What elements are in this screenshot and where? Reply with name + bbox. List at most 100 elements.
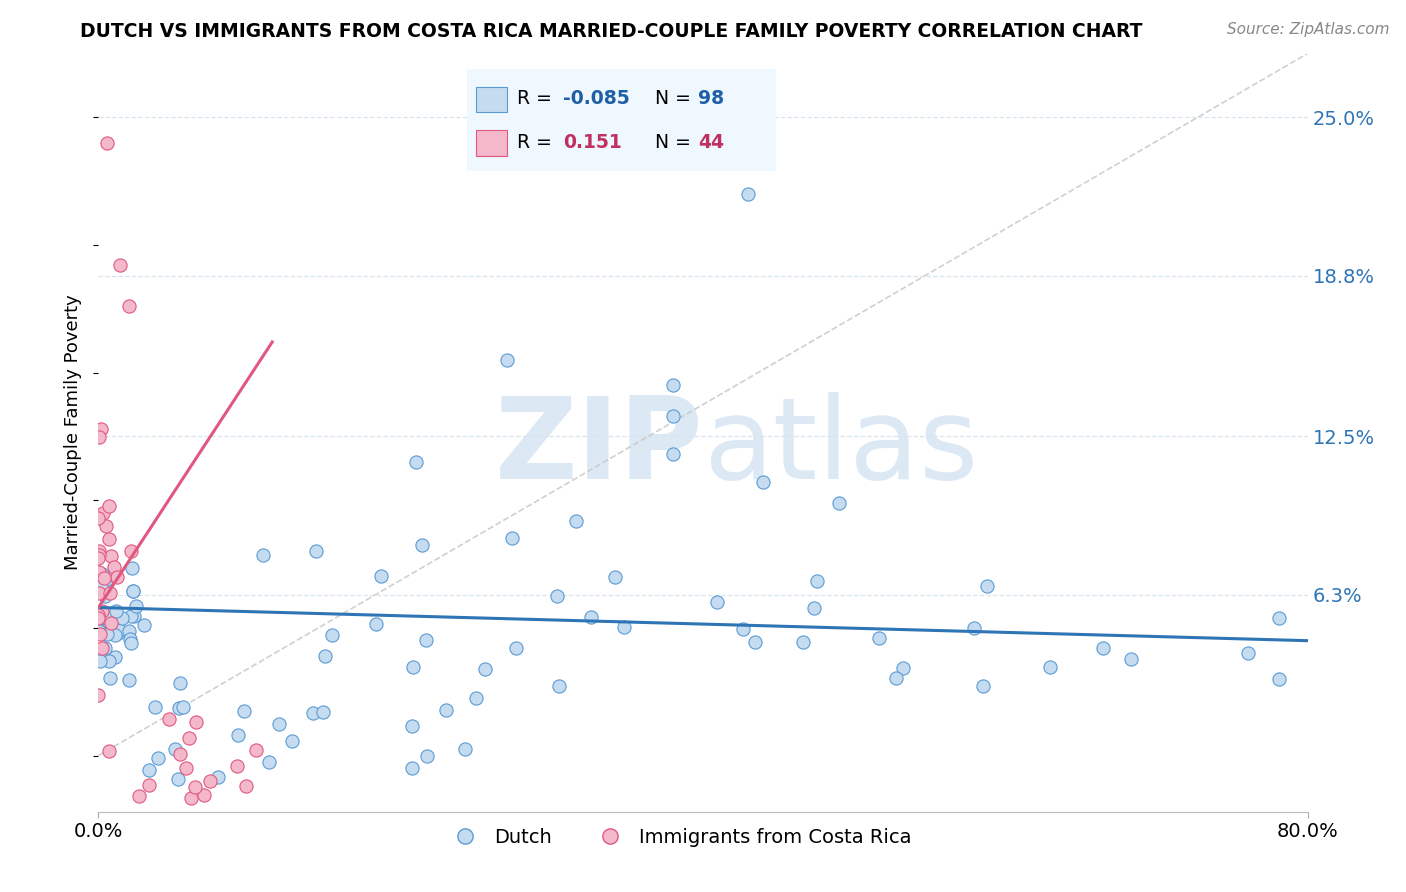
Point xyxy=(91,506,114,520)
Point xyxy=(87,688,110,702)
Point xyxy=(118,299,141,313)
Point xyxy=(97,744,120,758)
Point xyxy=(87,430,110,444)
Text: ZIP: ZIP xyxy=(495,392,703,503)
Point xyxy=(121,584,143,599)
Point xyxy=(232,704,254,718)
Point xyxy=(90,579,112,593)
Point xyxy=(1092,641,1115,656)
Point xyxy=(174,761,197,775)
Point xyxy=(603,570,626,584)
Point xyxy=(87,551,110,566)
Point xyxy=(120,636,142,650)
Point xyxy=(87,548,110,562)
Point xyxy=(118,673,141,688)
Point xyxy=(138,778,160,792)
Point xyxy=(94,641,117,656)
Point xyxy=(416,748,439,763)
Point xyxy=(91,640,114,655)
Point xyxy=(87,566,110,580)
Point xyxy=(226,727,249,741)
Point xyxy=(100,615,122,630)
Point xyxy=(884,671,907,685)
Text: Source: ZipAtlas.com: Source: ZipAtlas.com xyxy=(1226,22,1389,37)
Point xyxy=(107,624,129,638)
Point xyxy=(169,676,191,690)
Point xyxy=(868,631,890,645)
Point xyxy=(976,579,998,593)
Point xyxy=(972,680,994,694)
Point xyxy=(105,570,128,584)
Point xyxy=(370,569,392,583)
Point xyxy=(157,712,180,726)
Point xyxy=(87,608,110,623)
Point xyxy=(579,610,602,624)
Point xyxy=(661,378,683,392)
Point xyxy=(1237,646,1260,660)
Point xyxy=(89,626,111,640)
Point xyxy=(97,654,120,668)
Point xyxy=(165,741,187,756)
Point xyxy=(661,409,683,423)
Point xyxy=(193,788,215,802)
Point xyxy=(744,635,766,649)
Point xyxy=(100,549,122,564)
Point xyxy=(891,661,914,675)
Point xyxy=(828,496,851,510)
Point xyxy=(96,627,118,641)
Point xyxy=(98,586,121,600)
Point xyxy=(98,532,121,546)
Point xyxy=(245,743,267,757)
Point xyxy=(96,572,118,586)
Point xyxy=(546,589,568,603)
Point xyxy=(737,186,759,201)
Point xyxy=(235,779,257,793)
Point xyxy=(401,719,423,733)
Point xyxy=(495,352,517,367)
Point xyxy=(96,136,118,150)
Point xyxy=(101,567,124,582)
Point xyxy=(963,621,986,635)
Point xyxy=(1268,672,1291,686)
Point xyxy=(87,607,110,622)
Point xyxy=(87,586,110,600)
Point xyxy=(806,574,828,588)
Point xyxy=(122,609,145,624)
Point xyxy=(87,624,110,639)
Point xyxy=(169,747,191,761)
Point xyxy=(90,614,112,628)
Text: DUTCH VS IMMIGRANTS FROM COSTA RICA MARRIED-COUPLE FAMILY POVERTY CORRELATION CH: DUTCH VS IMMIGRANTS FROM COSTA RICA MARR… xyxy=(80,22,1143,41)
Point xyxy=(1039,660,1062,674)
Point xyxy=(547,680,569,694)
Point xyxy=(89,654,111,668)
Point xyxy=(257,755,280,769)
Point xyxy=(172,700,194,714)
Point xyxy=(94,589,117,603)
Point xyxy=(803,601,825,615)
Point xyxy=(98,499,121,513)
Point xyxy=(103,559,125,574)
Point xyxy=(661,447,683,461)
Point xyxy=(107,626,129,640)
Y-axis label: Married-Couple Family Poverty: Married-Couple Family Poverty xyxy=(65,294,83,571)
Point xyxy=(121,561,143,575)
Point xyxy=(505,641,527,656)
Point xyxy=(91,604,114,618)
Point xyxy=(120,608,142,623)
Point xyxy=(314,649,336,664)
Point xyxy=(90,422,112,436)
Point xyxy=(105,604,128,618)
Point xyxy=(1268,610,1291,624)
Point xyxy=(401,761,423,775)
Point xyxy=(252,548,274,562)
Point xyxy=(125,599,148,613)
Point xyxy=(145,700,167,714)
Point xyxy=(97,614,120,628)
Point xyxy=(501,531,523,545)
Point xyxy=(118,624,141,639)
Point xyxy=(733,622,755,636)
Point xyxy=(87,544,110,558)
Point xyxy=(94,518,117,533)
Point xyxy=(180,791,202,805)
Point xyxy=(134,618,156,632)
